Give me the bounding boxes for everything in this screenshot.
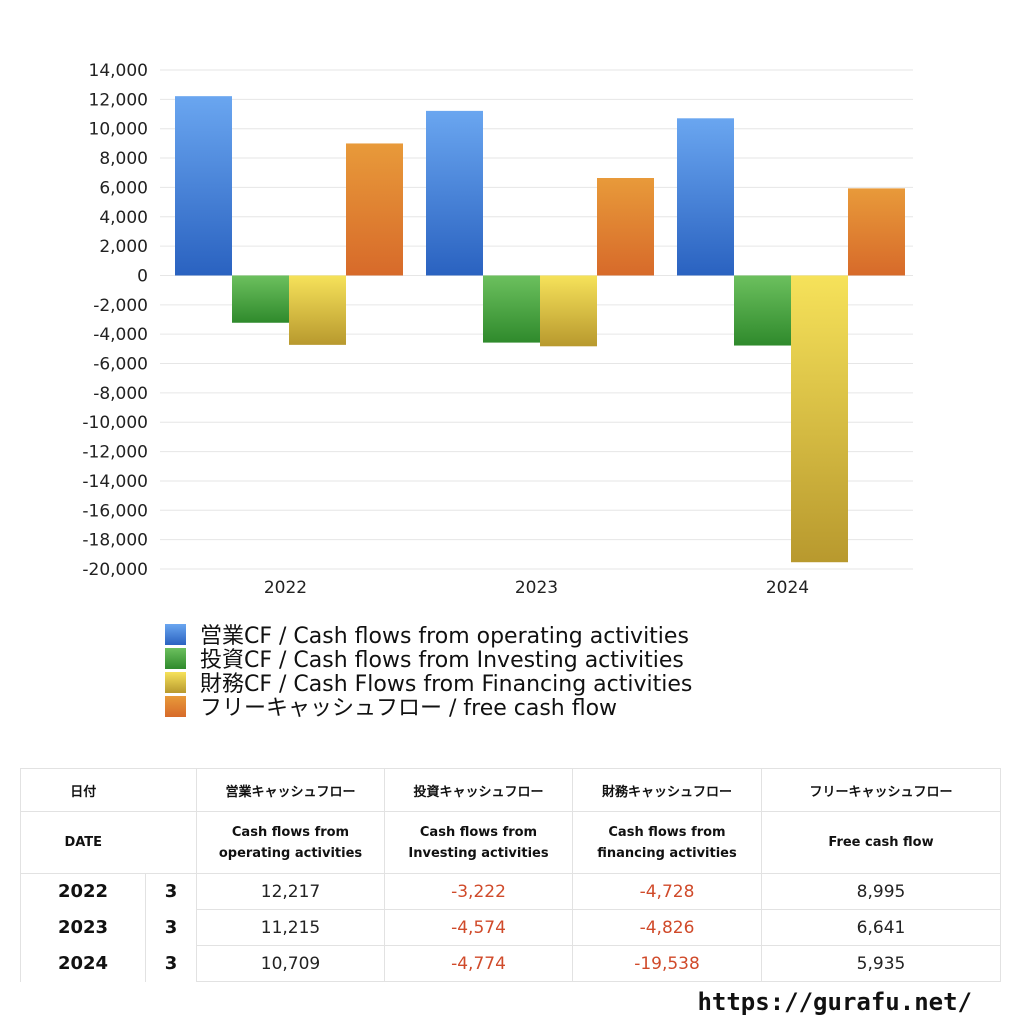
row-investing: -3,222: [384, 873, 573, 910]
site-url-link[interactable]: https://gurafu.net/: [697, 988, 972, 1016]
row-month: 3: [145, 945, 197, 982]
table-header-jp: 日付 営業キャッシュフロー 投資キャッシュフロー 財務キャッシュフロー フリーキ…: [20, 768, 1001, 812]
table-row: 2024 3 10,709 -4,774 -19,538 5,935: [20, 945, 1001, 982]
th-financing-en: Cash flows from financing activities: [572, 811, 762, 874]
legend-label-fcf: フリーキャッシュフロー / free cash flow: [200, 696, 618, 721]
x-tick-label: 2023: [515, 578, 558, 598]
bar-financing-2022: [289, 275, 346, 345]
bar-financing-2024: [791, 275, 848, 563]
y-tick-label: 0: [137, 266, 148, 286]
y-tick-label: -12,000: [82, 443, 148, 463]
th-investing-en: Cash flows from Investing activities: [384, 811, 573, 874]
y-tick-label: 6,000: [99, 178, 148, 198]
y-tick-label: -10,000: [82, 413, 148, 433]
legend-item-operating: 営業CF / Cash flows from operating activit…: [165, 622, 692, 649]
th-date-jp: 日付: [20, 768, 146, 812]
bar-fcf-2024: [848, 188, 905, 276]
row-month: 3: [145, 873, 197, 910]
bar-investing-2024: [734, 275, 791, 346]
legend-swatch-operating: [165, 623, 186, 645]
x-tick-label: 2024: [766, 578, 809, 598]
bars: [175, 96, 905, 563]
row-investing: -4,574: [384, 909, 573, 946]
row-fcf: 5,935: [761, 945, 1001, 982]
bar-investing-2023: [483, 275, 540, 343]
cash-flow-table: 日付 営業キャッシュフロー 投資キャッシュフロー 財務キャッシュフロー フリーキ…: [20, 768, 1001, 982]
row-fcf: 6,641: [761, 909, 1001, 946]
legend-swatch-investing: [165, 647, 186, 669]
row-year: 2024: [20, 945, 146, 982]
legend-swatch-financing: [165, 671, 186, 693]
th-financing-jp: 財務キャッシュフロー: [572, 768, 762, 812]
y-tick-label: -18,000: [82, 531, 148, 551]
y-tick-label: -14,000: [82, 472, 148, 492]
row-financing: -4,728: [572, 873, 762, 910]
y-tick-label: 14,000: [89, 61, 148, 81]
row-year: 2022: [20, 873, 146, 910]
row-investing: -4,774: [384, 945, 573, 982]
y-axis-ticks: 14,000 12,000 10,000 8,000 6,000 4,000 2,000 0 -…: [82, 61, 148, 580]
y-tick-label: -2,000: [93, 296, 148, 316]
legend-item-fcf: フリーキャッシュフロー / free cash flow: [165, 694, 692, 721]
row-financing: -4,826: [572, 909, 762, 946]
y-tick-label: -6,000: [93, 355, 148, 375]
cash-flow-bar-chart: 14,000 12,000 10,000 8,000 6,000 4,000 2,000 0 -…: [82, 61, 913, 598]
row-fcf: 8,995: [761, 873, 1001, 910]
y-tick-label: 10,000: [89, 120, 148, 140]
table-header-en: DATE Cash flows from operating activitie…: [20, 811, 1001, 874]
row-financing: -19,538: [572, 945, 762, 982]
y-tick-label: -8,000: [93, 384, 148, 404]
y-tick-label: 8,000: [99, 149, 148, 169]
th-spacer-2: [145, 811, 197, 874]
legend-label-operating: 営業CF / Cash flows from operating activit…: [200, 624, 689, 649]
th-operating-jp: 営業キャッシュフロー: [196, 768, 385, 812]
bar-investing-2022: [232, 275, 289, 323]
y-tick-label: -20,000: [82, 560, 148, 580]
grid-lines: [160, 69, 913, 570]
bar-fcf-2023: [597, 178, 654, 276]
y-tick-label: 2,000: [99, 237, 148, 257]
row-year: 2023: [20, 909, 146, 946]
th-investing-jp: 投資キャッシュフロー: [384, 768, 573, 812]
bar-operating-2023: [426, 110, 483, 276]
legend-label-financing: 財務CF / Cash Flows from Financing activit…: [200, 672, 693, 697]
bar-fcf-2022: [346, 143, 403, 276]
y-tick-label: -16,000: [82, 501, 148, 521]
legend: 営業CF / Cash flows from operating activit…: [165, 622, 692, 721]
bar-financing-2023: [540, 275, 597, 347]
x-axis-labels: 2022 2023 2024: [264, 578, 809, 598]
th-operating-en: Cash flows from operating activities: [196, 811, 385, 874]
y-tick-label: 4,000: [99, 208, 148, 228]
th-spacer: [145, 768, 197, 812]
legend-item-financing: 財務CF / Cash Flows from Financing activit…: [165, 670, 692, 697]
table-row: 2022 3 12,217 -3,222 -4,728 8,995: [20, 873, 1001, 910]
row-operating: 11,215: [196, 909, 385, 946]
th-fcf-jp: フリーキャッシュフロー: [761, 768, 1001, 812]
table-row: 2023 3 11,215 -4,574 -4,826 6,641: [20, 909, 1001, 946]
row-month: 3: [145, 909, 197, 946]
legend-item-investing: 投資CF / Cash flows from Investing activit…: [165, 646, 692, 673]
th-date-en: DATE: [20, 811, 146, 874]
y-tick-label: -4,000: [93, 325, 148, 345]
bar-operating-2022: [175, 96, 232, 276]
y-tick-label: 12,000: [89, 90, 148, 110]
x-tick-label: 2022: [264, 578, 307, 598]
legend-swatch-fcf: [165, 695, 186, 717]
th-fcf-en: Free cash flow: [761, 811, 1001, 874]
legend-label-investing: 投資CF / Cash flows from Investing activit…: [200, 648, 684, 673]
row-operating: 10,709: [196, 945, 385, 982]
row-operating: 12,217: [196, 873, 385, 910]
bar-operating-2024: [677, 118, 734, 276]
